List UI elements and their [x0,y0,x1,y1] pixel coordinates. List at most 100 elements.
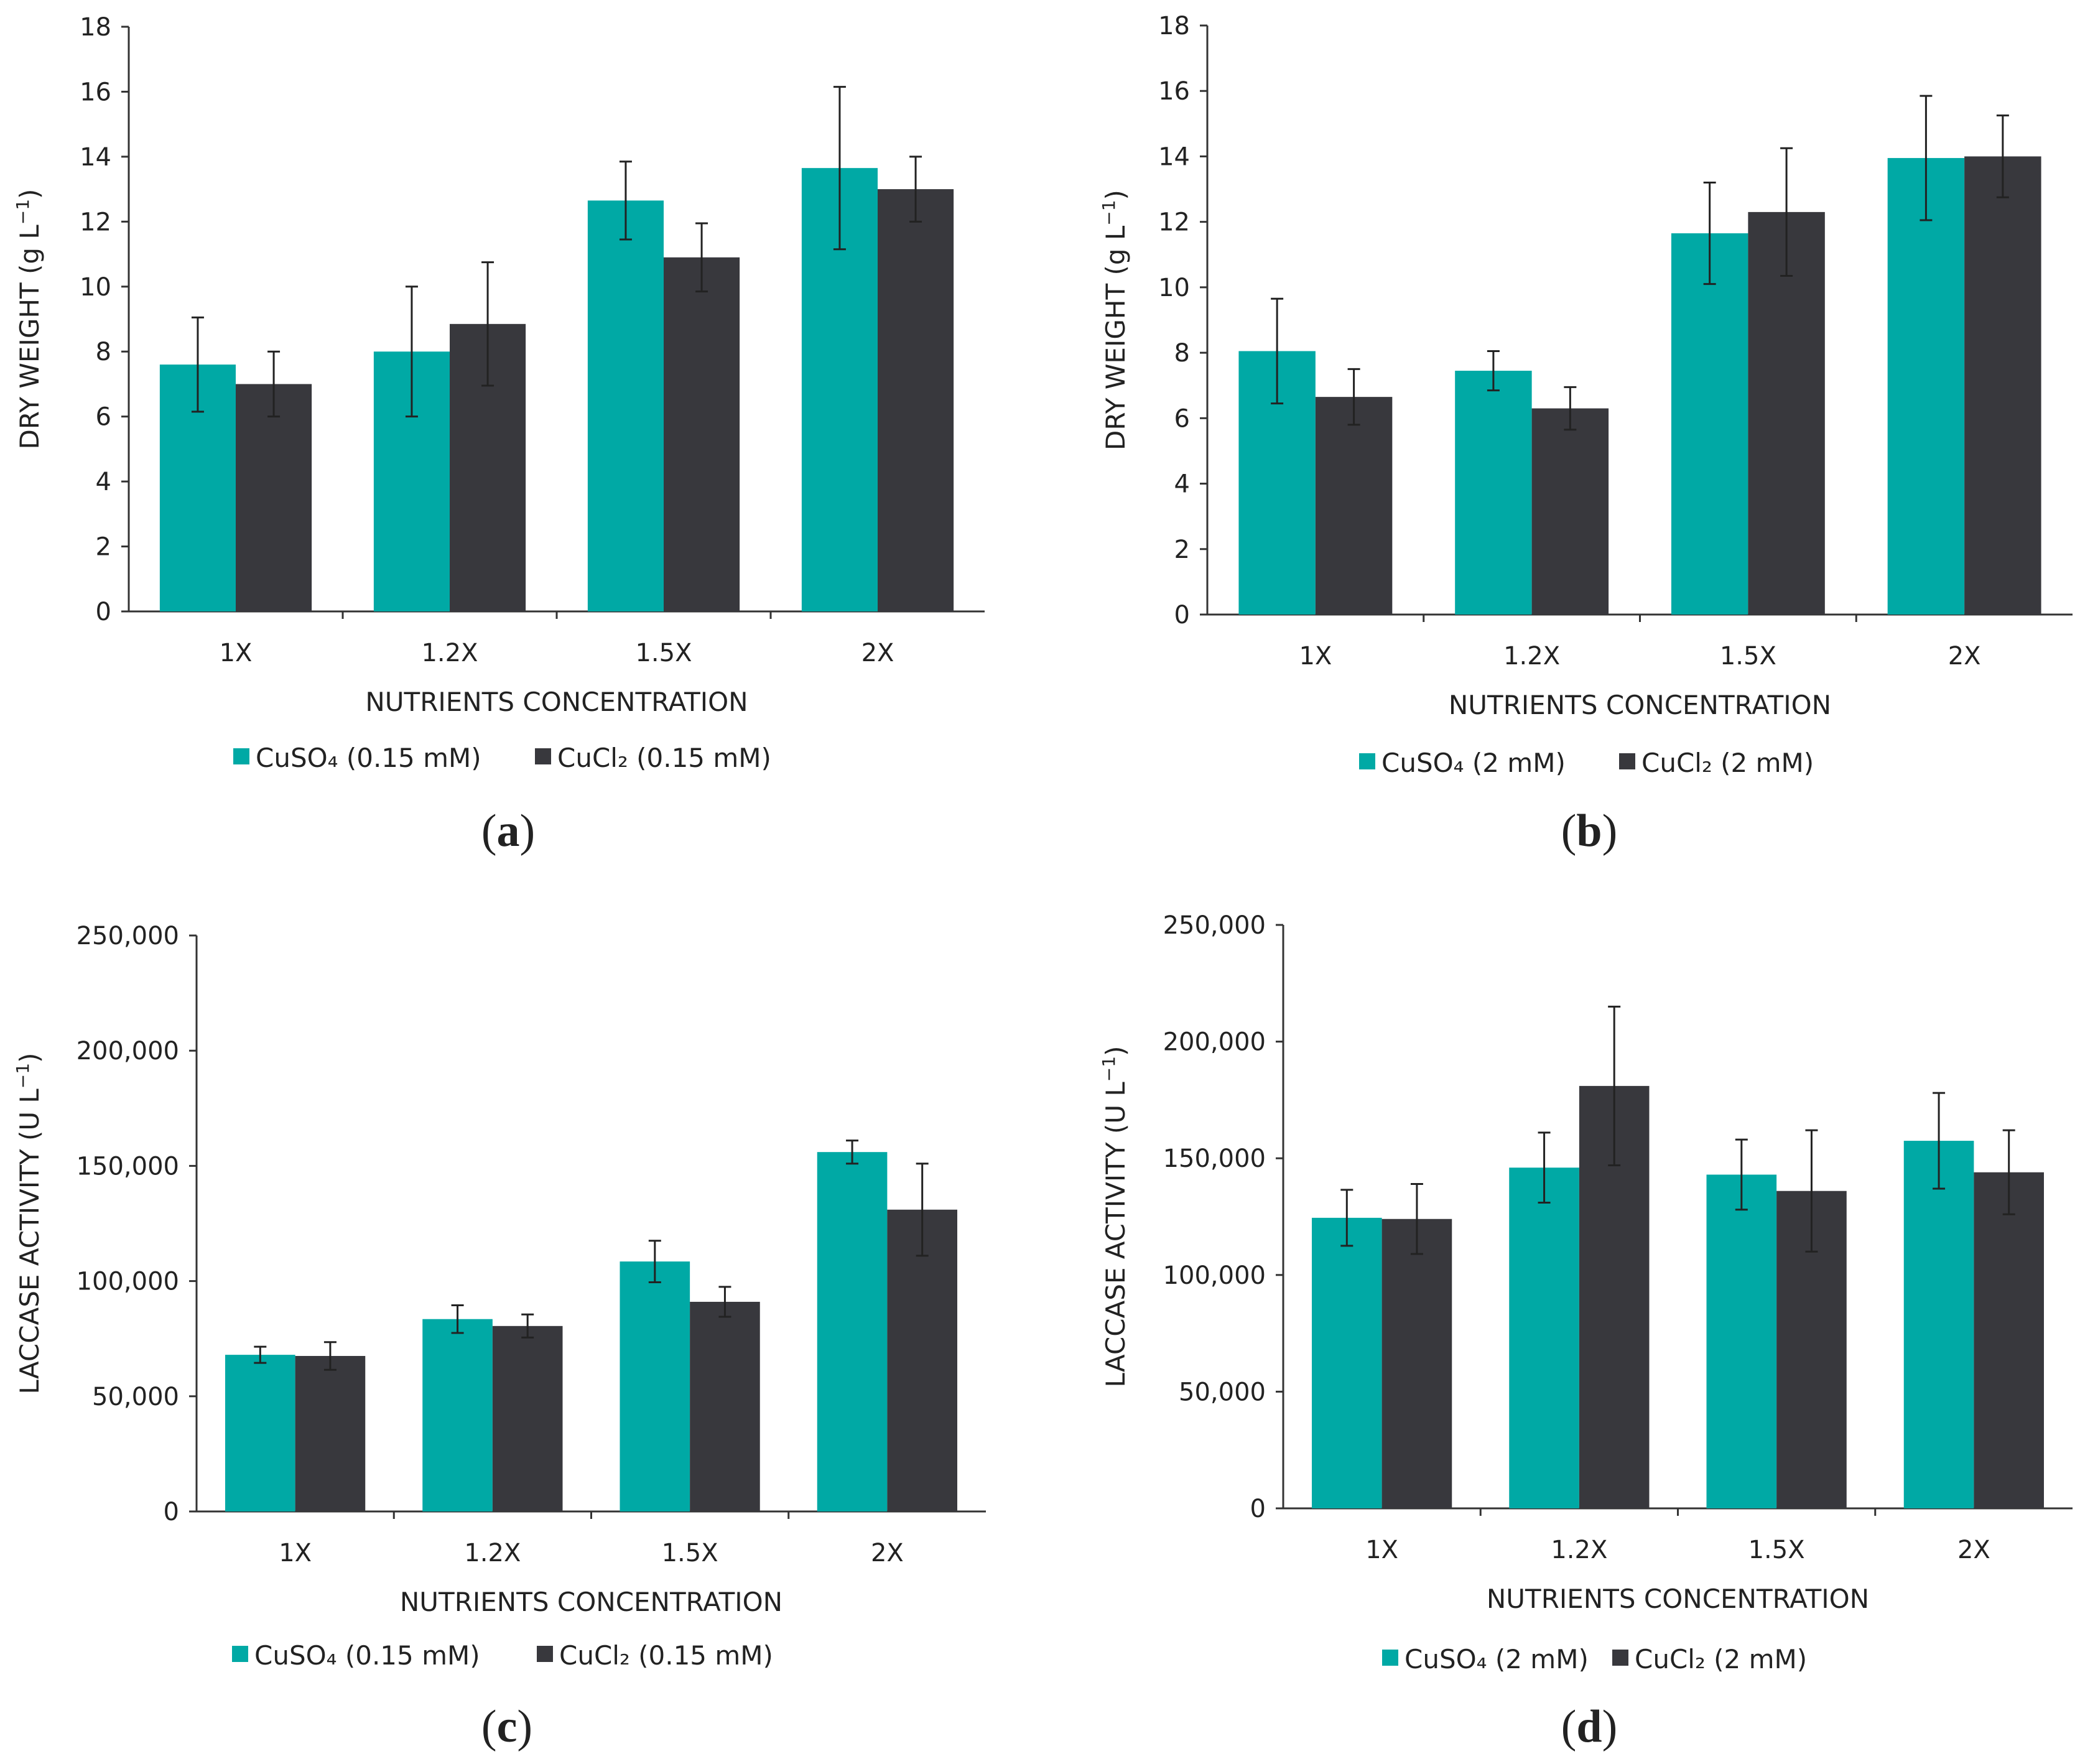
x-category-label: 2X [1948,642,1981,671]
y-axis-title: LACCASE ACTIVITY (U L−1) [1098,1046,1131,1388]
bar-cuso4-1.2X [1455,371,1532,615]
bar-cuso4-1.5X [587,200,664,611]
bar-cucl2-1X [295,1355,366,1511]
x-axis-title: NUTRIENTS CONCENTRATION [1449,690,1831,720]
chart-panel-c: 0 50,000 100,000 150,000 200,000 250,000 1X 1.2… [12,922,986,1752]
legend-swatch-cucl2 [537,1646,553,1662]
y-axis-title-end: ) [1100,1046,1131,1056]
x-category-label: 1X [1365,1536,1398,1564]
x-category-label: 2X [1957,1536,1990,1564]
panel-label-letter: c [497,1701,518,1752]
y-axis-title-superscript: −1 [1098,200,1119,225]
y-tick-label: 14 [1158,142,1190,171]
chart-panel-b: 0 2 4 6 8 10 12 14 16 18 1X 1.2X 1.5X 2X NUTRIENTS CON… [1098,12,2073,856]
x-category-label: 1X [279,1539,312,1567]
y-axis-title: LACCASE ACTIVITY (U L−1) [12,1053,45,1395]
y-tick-label: 250,000 [77,922,179,950]
bar-cuso4-1.5X [1706,1174,1777,1508]
x-category-label: 1.5X [635,639,692,667]
bar-cuso4-1X [1312,1217,1382,1508]
legend-swatch-cucl2 [535,748,551,764]
bar-cuso4-2X [1903,1141,1974,1508]
y-tick-label: 6 [96,403,111,432]
legend-label-cuso4: CuSO₄ (2 mM) [1404,1644,1589,1674]
bar-cucl2-1.5X [664,257,740,611]
bar-cucl2-2X [878,189,954,612]
y-tick-label: 50,000 [1179,1378,1266,1406]
x-category-label: 1X [1299,642,1332,671]
x-category-label: 2X [861,639,894,667]
y-tick-label: 200,000 [77,1037,179,1065]
bar-cucl2-1X [1315,397,1393,615]
bar-cucl2-1.2X [1531,408,1609,615]
chart-panel-d: 0 50,000 100,000 150,000 200,000 250,000 1X 1.2… [1098,911,2073,1752]
panel-label-open: ( [481,805,497,856]
y-tick-label: 18 [80,13,111,42]
legend-label-cuso4: CuSO₄ (0.15 mM) [254,1640,480,1671]
bar-cucl2-2X [887,1209,957,1511]
bar-cucl2-2X [1974,1172,2044,1508]
y-axis-title: DRY WEIGHT (g L−1) [1098,190,1131,450]
y-tick-label: 0 [96,598,111,626]
y-axis-title-main: LACCASE ACTIVITY (U L [1100,1082,1131,1388]
bar-cucl2-1.5X [1748,211,1825,615]
bar-cuso4-1.5X [1671,233,1748,615]
panel-label: (a) [481,805,535,856]
legend-swatch-cuso4 [1359,753,1375,769]
legend-swatch-cucl2 [1619,753,1635,769]
bar-cuso4-1.2X [1509,1167,1579,1508]
panel-label-letter: b [1576,805,1602,856]
y-tick-label: 150,000 [77,1152,179,1181]
y-axis-title-main: LACCASE ACTIVITY (U L [14,1089,45,1395]
x-category-label: 1.5X [1720,642,1776,671]
panel-label-letter: d [1576,1701,1602,1752]
y-tick-label: 12 [80,208,111,236]
x-axis-title: NUTRIENTS CONCENTRATION [1487,1584,1869,1614]
x-category-label: 1.2X [464,1539,521,1567]
panel-label-close: ) [1602,805,1618,856]
x-axis-title: NUTRIENTS CONCENTRATION [365,687,748,717]
y-tick-label: 8 [96,338,111,366]
panel-label-open: ( [1561,805,1577,856]
bar-cucl2-1.2X [492,1325,563,1511]
y-tick-label: 50,000 [92,1383,179,1411]
y-tick-label: 8 [1174,339,1190,368]
y-tick-label: 4 [1174,470,1190,499]
x-category-label: 1X [220,639,253,667]
y-tick-label: 250,000 [1163,911,1266,940]
y-tick-label: 2 [1174,536,1190,564]
bar-cuso4-2X [1887,158,1965,615]
y-axis-title-superscript: −1 [1098,1056,1119,1082]
legend-label-cucl2: CuCl₂ (0.15 mM) [559,1640,773,1671]
bar-cucl2-1X [1381,1219,1452,1508]
x-category-label: 1.2X [421,639,478,667]
y-tick-label: 100,000 [1163,1261,1266,1290]
legend-swatch-cuso4 [232,1646,248,1662]
y-tick-label: 14 [80,143,111,172]
chart-panel-a: 0 2 4 6 8 10 12 14 16 18 1X 1.2X 1.5X 2X NUTRIENTS CON… [12,13,985,856]
y-tick-label: 10 [1158,274,1190,302]
x-axis-title: NUTRIENTS CONCENTRATION [400,1587,782,1617]
y-tick-label: 0 [1174,601,1190,629]
bar-cucl2-1.5X [690,1301,760,1511]
legend-swatch-cucl2 [1612,1650,1628,1666]
bar-cuso4-1X [225,1355,295,1511]
legend-swatch-cuso4 [1382,1650,1398,1666]
y-axis-title-end: ) [14,189,45,199]
y-axis-title-main: DRY WEIGHT (g L [14,225,45,450]
y-tick-label: 0 [1250,1495,1266,1523]
x-category-label: 1.5X [1748,1536,1805,1564]
y-tick-label: 10 [80,273,111,302]
bar-cuso4-1.2X [422,1319,493,1511]
y-axis-title-superscript: −1 [12,1063,33,1089]
bar-cucl2-1X [236,384,312,611]
bar-cuso4-2X [817,1152,888,1511]
panel-label-letter: a [497,805,520,856]
y-axis-title-end: ) [14,1053,45,1063]
x-category-label: 2X [871,1539,904,1567]
legend-label-cuso4: CuSO₄ (0.15 mM) [256,743,481,773]
y-tick-label: 16 [1158,77,1190,106]
legend-swatch-cuso4 [233,748,249,764]
legend-label-cuso4: CuSO₄ (2 mM) [1381,748,1566,778]
